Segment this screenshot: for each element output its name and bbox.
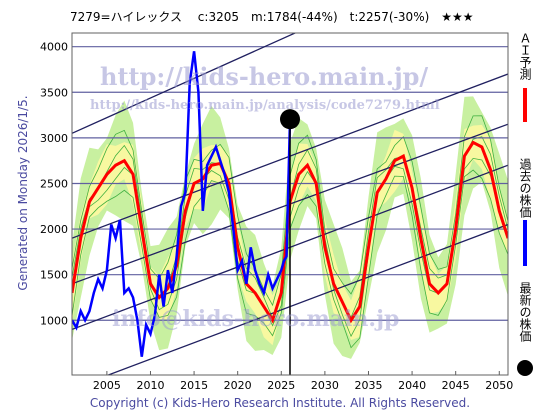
x-tick-label: 2025 — [267, 379, 295, 392]
y-tick-label: 4000 — [40, 41, 68, 54]
legend-past-price-label: 過去の株価 — [518, 158, 532, 218]
x-tick-label: 2010 — [136, 379, 164, 392]
y-tick-label: 3000 — [40, 132, 68, 145]
y-tick-label: 2500 — [40, 177, 68, 190]
legend-past-price-swatch — [523, 220, 527, 266]
watermark-mail: info@kids-hero.main.jp — [112, 306, 400, 332]
forecast-band-inner — [72, 124, 508, 346]
legend-ai-forecast-swatch — [523, 88, 527, 122]
past-price-line — [72, 51, 292, 357]
trend-line — [72, 33, 297, 134]
x-tick-label: 2050 — [485, 379, 513, 392]
x-axis-ticks: 2005 2010 2015 2020 2025 2030 2035 2040 2045 2050 — [93, 371, 513, 392]
x-tick-label: 2015 — [180, 379, 208, 392]
y-tick-label: 2000 — [40, 223, 68, 236]
current-price-point — [280, 109, 300, 130]
watermark-analysis-url: http://kids-hero.main.jp/analysis/code72… — [90, 98, 440, 113]
x-tick-label: 2040 — [398, 379, 426, 392]
legend-latest-price-marker — [517, 360, 533, 376]
x-tick-label: 2045 — [442, 379, 470, 392]
x-tick-label: 2020 — [224, 379, 252, 392]
x-tick-label: 2005 — [93, 379, 121, 392]
current-marker — [280, 109, 300, 375]
y-tick-label: 1000 — [40, 314, 68, 327]
grid-lines — [72, 46, 508, 321]
y-tick-label: 1500 — [40, 269, 68, 282]
plot-frame — [71, 32, 509, 376]
x-tick-label: 2035 — [354, 379, 382, 392]
legend-ai-forecast-label: ＡＩ予測 — [518, 32, 532, 80]
x-tick-label: 2030 — [311, 379, 339, 392]
legend-latest-price-label: 最新の株価 — [518, 282, 532, 342]
chart-title: 7279=ハイレックス c:3205 m:1784(-44%) t:2257(-… — [70, 10, 474, 24]
watermark-site: http://kids-hero.main.jp/ — [100, 62, 429, 91]
y-tick-label: 3500 — [40, 86, 68, 99]
y-axis-ticks: 1000 1500 2000 2500 3000 3500 4000 — [40, 41, 68, 328]
copyright-footer: Copyright (c) Kids-Hero Research Institu… — [89, 396, 471, 410]
